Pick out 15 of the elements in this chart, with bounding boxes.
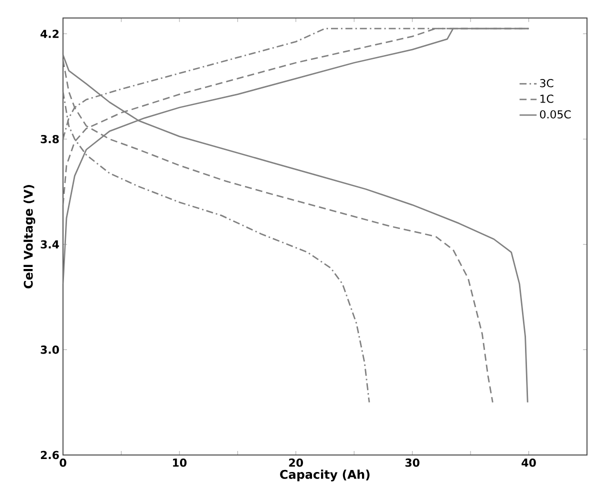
y-tick-label: 3.8 <box>40 135 59 144</box>
legend-label: 3C <box>540 79 554 88</box>
y-axis-title: Cell Voltage (V) <box>24 185 36 289</box>
y-tick-label: 4.2 <box>40 30 59 38</box>
x-tick-label: 40 <box>522 458 536 467</box>
y-tick-label: 3.0 <box>40 346 59 354</box>
x-tick-label: 10 <box>173 458 187 467</box>
legend-label: 0.05C <box>540 110 571 119</box>
x-tick-label: 30 <box>405 458 420 467</box>
y-tick-label: 3.4 <box>40 240 59 249</box>
y-tick-label: 2.6 <box>40 451 59 460</box>
x-tick-label: 20 <box>289 458 303 467</box>
x-axis-title: Capacity (Ah) <box>280 470 370 482</box>
legend-label: 1C <box>540 94 554 104</box>
x-tick-label: 0 <box>60 458 66 467</box>
